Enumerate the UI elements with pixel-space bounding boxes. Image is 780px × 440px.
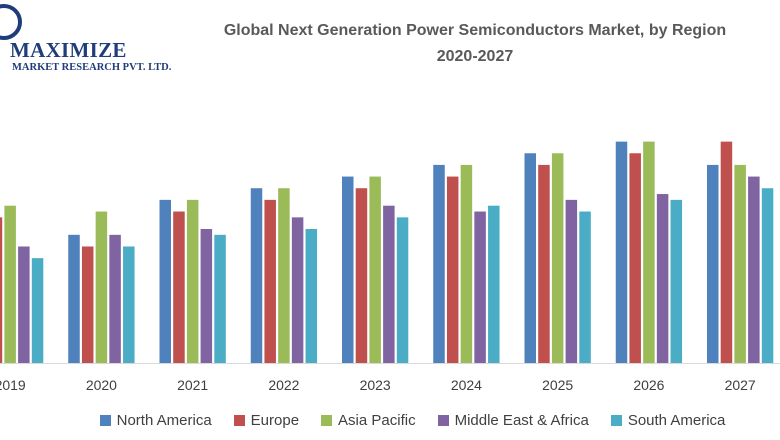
legend-swatch bbox=[99, 414, 111, 426]
bar bbox=[474, 211, 486, 363]
bar bbox=[291, 217, 304, 363]
legend-swatch bbox=[610, 414, 622, 426]
bar bbox=[123, 246, 135, 363]
bar bbox=[18, 246, 30, 363]
legend-item: South America bbox=[610, 411, 726, 429]
chart-title-block: Global Next Generation Power Semiconduct… bbox=[150, 18, 780, 70]
x-tick-label: 2026 bbox=[633, 377, 664, 393]
bar bbox=[524, 153, 536, 363]
bar bbox=[369, 176, 381, 363]
bar bbox=[460, 164, 473, 363]
legend-label: Europe bbox=[250, 411, 300, 429]
chart-legend: North America Europe Asia Pacific Middle Ea… bbox=[0, 408, 780, 432]
bar bbox=[670, 199, 683, 363]
chart-title: Global Next Generation Power Semiconduct… bbox=[223, 22, 727, 39]
bar bbox=[488, 205, 500, 363]
bar bbox=[615, 141, 628, 363]
bar bbox=[383, 205, 395, 363]
logo-name: MAXIMIZE bbox=[10, 38, 127, 62]
bar bbox=[264, 199, 276, 363]
bar bbox=[250, 188, 263, 363]
x-tick-label: 2023 bbox=[360, 377, 391, 393]
bar bbox=[446, 176, 459, 363]
bar bbox=[173, 211, 185, 363]
bar bbox=[214, 234, 226, 363]
bar bbox=[538, 164, 550, 363]
x-tick-label: 2021 bbox=[177, 377, 208, 393]
x-tick-label: 2019 bbox=[0, 377, 26, 393]
x-tick-label: 2024 bbox=[451, 377, 482, 393]
bar bbox=[159, 199, 171, 363]
logo-mark-icon bbox=[0, 4, 22, 40]
legend-label: Middle East & Africa bbox=[454, 411, 589, 429]
bar bbox=[305, 229, 318, 363]
legend-swatch bbox=[321, 414, 333, 426]
bar bbox=[109, 234, 121, 363]
bar bbox=[81, 246, 94, 363]
chart-subtitle: 2020-2027 bbox=[436, 48, 514, 65]
bar bbox=[0, 217, 3, 363]
bar bbox=[720, 141, 733, 363]
bar bbox=[68, 234, 80, 363]
bar bbox=[342, 176, 354, 363]
legend-item: North America bbox=[99, 411, 212, 429]
logo-subtitle: MARKET RESEARCH PVT. LTD. bbox=[12, 62, 172, 73]
legend-item: Middle East & Africa bbox=[437, 411, 589, 429]
x-tick-label: 2027 bbox=[725, 377, 756, 393]
bar bbox=[551, 153, 564, 363]
bar bbox=[31, 258, 44, 363]
bar bbox=[579, 211, 591, 363]
bar bbox=[396, 217, 409, 363]
bar bbox=[200, 229, 213, 363]
bar bbox=[748, 176, 760, 363]
legend-item: Asia Pacific bbox=[321, 412, 416, 429]
bar bbox=[656, 194, 669, 363]
bar bbox=[629, 153, 641, 363]
legend-label: North America bbox=[116, 411, 212, 429]
bar bbox=[707, 164, 719, 363]
legend-swatch bbox=[437, 414, 449, 426]
legend-label: Asia Pacific bbox=[338, 411, 416, 429]
bar bbox=[4, 205, 16, 363]
bar bbox=[186, 199, 199, 363]
bar bbox=[643, 141, 655, 363]
brand-logo: MAXIMIZE MARKET RESEARCH PVT. LTD. bbox=[0, 0, 172, 80]
bar bbox=[278, 188, 290, 363]
bar bbox=[95, 211, 108, 363]
bar bbox=[433, 164, 445, 363]
legend-label: South America bbox=[627, 411, 726, 429]
bar bbox=[734, 164, 746, 363]
bar bbox=[761, 188, 774, 363]
x-tick-label: 2022 bbox=[268, 377, 299, 393]
bar bbox=[565, 199, 578, 363]
x-tick-label: 2025 bbox=[542, 377, 573, 393]
bar bbox=[355, 188, 368, 363]
x-tick-label: 2020 bbox=[86, 377, 117, 393]
legend-swatch bbox=[233, 414, 245, 426]
legend-item: Europe bbox=[233, 411, 300, 429]
